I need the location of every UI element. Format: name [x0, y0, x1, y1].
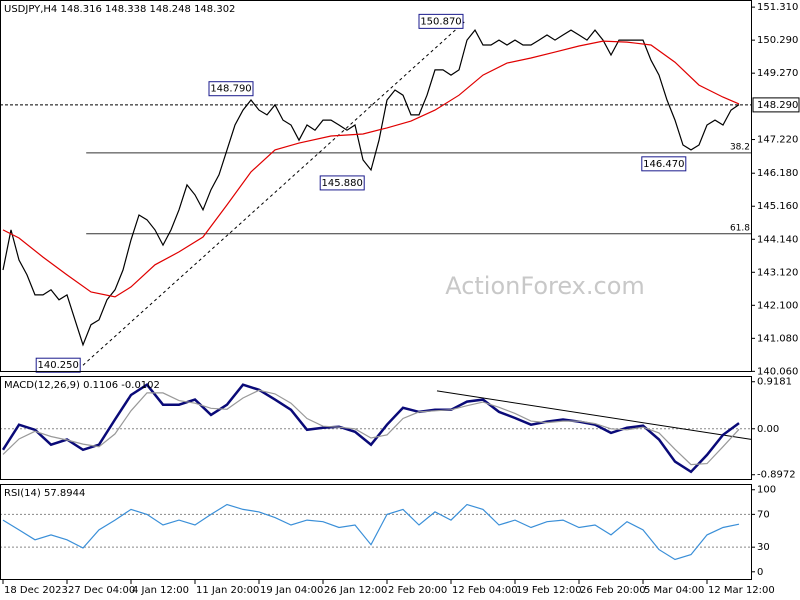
series-line [2, 40, 740, 298]
panel-frame [0, 0, 752, 372]
annotation-label: 145.880 [322, 178, 363, 189]
x-tick-label: 19 Feb 12:00 [516, 585, 582, 596]
series-line [1, 383, 740, 474]
y-tick-label: 140.060 [757, 366, 798, 377]
y-tick-label: 0.00 [757, 424, 779, 435]
series-line [2, 29, 740, 347]
trendline [436, 390, 753, 441]
x-tick-label: 27 Dec 04:00 [68, 585, 135, 596]
x-tick-label: 18 Dec 2023 [4, 585, 68, 596]
price-annotation [208, 81, 254, 97]
fib-label: 38.2 [730, 142, 750, 152]
price-annotation [418, 13, 464, 29]
y-tick-label: 151.310 [757, 2, 798, 13]
annotation-label: 148.790 [210, 84, 251, 95]
y-tick-label: 0.9181 [757, 377, 792, 388]
price-annotation [319, 175, 365, 191]
y-tick-label: 145.160 [757, 201, 798, 212]
x-tick-label: 4 Jan 12:00 [132, 585, 189, 596]
y-tick-label: 30 [757, 542, 770, 553]
series-line [2, 503, 740, 561]
last-price-box [752, 97, 800, 113]
panel-title: MACD(12,26,9) 0.1106 -0.0102 [4, 380, 160, 391]
y-tick-label: 150.290 [757, 35, 798, 46]
annotation-label: 146.470 [643, 159, 684, 170]
panel-frame [0, 376, 752, 480]
trendline [82, 20, 466, 366]
y-tick-label: 149.270 [757, 68, 798, 79]
series-line [2, 389, 740, 466]
y-tick-label: 141.080 [757, 333, 798, 344]
y-tick-label: 144.140 [757, 234, 798, 245]
y-tick-label: 70 [757, 509, 770, 520]
y-tick-label: 146.180 [757, 168, 798, 179]
y-tick-label: 100 [757, 485, 776, 496]
x-tick-label: 12 Mar 12:00 [708, 585, 775, 596]
y-tick-label: 0 [757, 567, 763, 578]
x-tick-label: 19 Jan 04:00 [260, 585, 323, 596]
panel-frame [0, 484, 752, 580]
price-annotation [35, 357, 81, 373]
panel-title: USDJPY,H4 148.316 148.338 148.248 148.30… [4, 4, 235, 15]
x-tick-label: 11 Jan 20:00 [196, 585, 259, 596]
last-price-label: 148.290 [757, 100, 798, 111]
panel-title: RSI(14) 57.8944 [4, 488, 85, 499]
y-tick-label: -0.8972 [757, 470, 796, 481]
annotation-label: 150.870 [420, 16, 461, 27]
x-tick-label: 2 Feb 20:00 [388, 585, 447, 596]
annotation-label: 140.250 [38, 360, 79, 371]
x-tick-label: 12 Feb 04:00 [452, 585, 518, 596]
y-tick-label: 143.120 [757, 267, 798, 278]
price-annotation [641, 156, 687, 172]
x-tick-label: 26 Feb 20:00 [580, 585, 646, 596]
x-tick-label: 5 Mar 04:00 [644, 585, 704, 596]
y-tick-label: 142.100 [757, 300, 798, 311]
fib-label: 61.8 [730, 223, 750, 233]
watermark: ActionForex.com [445, 272, 645, 300]
y-tick-label: 147.220 [757, 135, 798, 146]
x-tick-label: 26 Jan 12:00 [324, 585, 387, 596]
